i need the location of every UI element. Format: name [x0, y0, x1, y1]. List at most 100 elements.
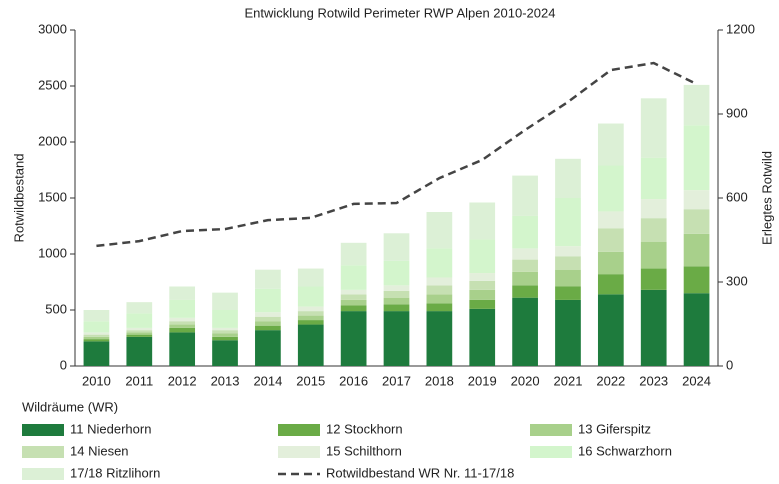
- bar-segment: [683, 233, 710, 267]
- x-tick-label: 2013: [211, 373, 240, 388]
- bar-segment: [126, 302, 153, 314]
- x-tick-label: 2012: [168, 373, 197, 388]
- x-tick-label: 2021: [554, 373, 583, 388]
- bar-segment: [297, 311, 324, 316]
- y-axis-label: Rotwildbestand: [11, 154, 26, 243]
- legend-label: 15 Schilthorn: [326, 443, 402, 458]
- bar-segment: [683, 125, 710, 191]
- bar-segment: [640, 289, 667, 366]
- bar-segment: [255, 330, 281, 366]
- bar-segment: [83, 339, 110, 342]
- bar-segment: [512, 248, 538, 260]
- bar-segment: [512, 215, 538, 249]
- bar-segment: [512, 259, 538, 272]
- bar-segment: [555, 256, 581, 270]
- bar-segment: [340, 289, 367, 295]
- bar-segment: [640, 241, 667, 269]
- legend-label: 12 Stockhorn: [326, 421, 403, 436]
- bar-segment: [340, 311, 367, 366]
- bar-segment: [297, 324, 324, 366]
- x-tick-label: 2017: [382, 373, 411, 388]
- bar-segment: [469, 289, 496, 300]
- bar-segment: [126, 330, 153, 333]
- legend-title: Wildräume (WR): [22, 399, 118, 414]
- legend-label: 16 Schwarzhorn: [578, 443, 672, 458]
- bar-segment: [297, 268, 324, 287]
- bar-segment: [469, 273, 496, 281]
- bar-segment: [340, 265, 367, 290]
- bar-segment: [212, 330, 238, 334]
- bar-segment: [555, 246, 581, 257]
- bar-segment: [83, 310, 110, 322]
- bar-segment: [683, 190, 710, 210]
- bar-segment: [512, 285, 538, 298]
- bar-segment: [383, 285, 410, 291]
- bar-segment: [426, 294, 453, 304]
- line-series: [96, 61, 698, 248]
- bar-segment: [126, 336, 153, 366]
- bar-segment: [597, 165, 624, 212]
- y-tick-label: 0: [60, 357, 67, 372]
- bar-segment: [640, 199, 667, 219]
- bar-segment: [640, 98, 667, 158]
- bar-segment: [555, 286, 581, 300]
- bar-segment: [169, 299, 196, 318]
- bar-segment: [683, 293, 710, 366]
- y2-tick-label: 1200: [726, 21, 755, 36]
- bar-segment: [297, 315, 324, 321]
- bar-segment: [169, 327, 196, 333]
- bar-segment: [512, 175, 538, 216]
- bar-segment: [126, 313, 153, 328]
- bar-segment: [383, 260, 410, 286]
- bar-segment: [212, 327, 238, 331]
- legend-label: 17/18 Ritzlihorn: [70, 465, 160, 480]
- bar-segment: [683, 84, 710, 126]
- bar-segment: [340, 305, 367, 312]
- bar-segment: [255, 269, 281, 289]
- bar-segment: [255, 321, 281, 326]
- bar-segment: [555, 269, 581, 287]
- bar-segment: [169, 317, 196, 322]
- y2-tick-label: 300: [726, 273, 748, 288]
- bar-segment: [512, 271, 538, 286]
- legend-swatch: [530, 446, 572, 458]
- bar-segment: [597, 211, 624, 229]
- bar-segment: [169, 321, 196, 325]
- x-tick-label: 2022: [596, 373, 625, 388]
- y2-axis-label: Erlegtes Rotwild: [759, 151, 774, 245]
- bar-segment: [597, 251, 624, 275]
- bar-segment: [169, 324, 196, 328]
- bar-segment: [426, 285, 453, 295]
- bar-segment: [340, 299, 367, 306]
- legend-label: Rotwildbestand WR Nr. 11-17/18: [326, 465, 514, 480]
- bar-segment: [469, 239, 496, 274]
- legend-swatch: [278, 446, 320, 458]
- bar-segment: [126, 327, 153, 331]
- bar-segment: [426, 248, 453, 278]
- bar-segment: [83, 341, 110, 366]
- bar-segment: [126, 334, 153, 337]
- legend-swatch: [22, 424, 64, 436]
- x-tick-label: 2011: [125, 373, 153, 388]
- x-tick-label: 2014: [253, 373, 282, 388]
- bar-segment: [640, 218, 667, 242]
- bar-segment: [383, 233, 410, 261]
- legend-swatch: [278, 424, 320, 436]
- bar-segment: [426, 303, 453, 312]
- bar-segment: [383, 290, 410, 298]
- legend-swatch: [22, 446, 64, 458]
- y-tick-label: 500: [45, 301, 67, 316]
- bar-segment: [597, 274, 624, 295]
- bar-segment: [683, 266, 710, 294]
- bar-segment: [469, 299, 496, 309]
- bar-segment: [340, 242, 367, 266]
- bar-segment: [297, 286, 324, 307]
- y2-tick-label: 0: [726, 357, 733, 372]
- bar-segment: [555, 198, 581, 247]
- bar-segment: [426, 212, 453, 249]
- bar-segment: [169, 286, 196, 300]
- bar-segment: [597, 294, 624, 366]
- y-tick-label: 1000: [38, 245, 67, 260]
- bar-segment: [169, 332, 196, 366]
